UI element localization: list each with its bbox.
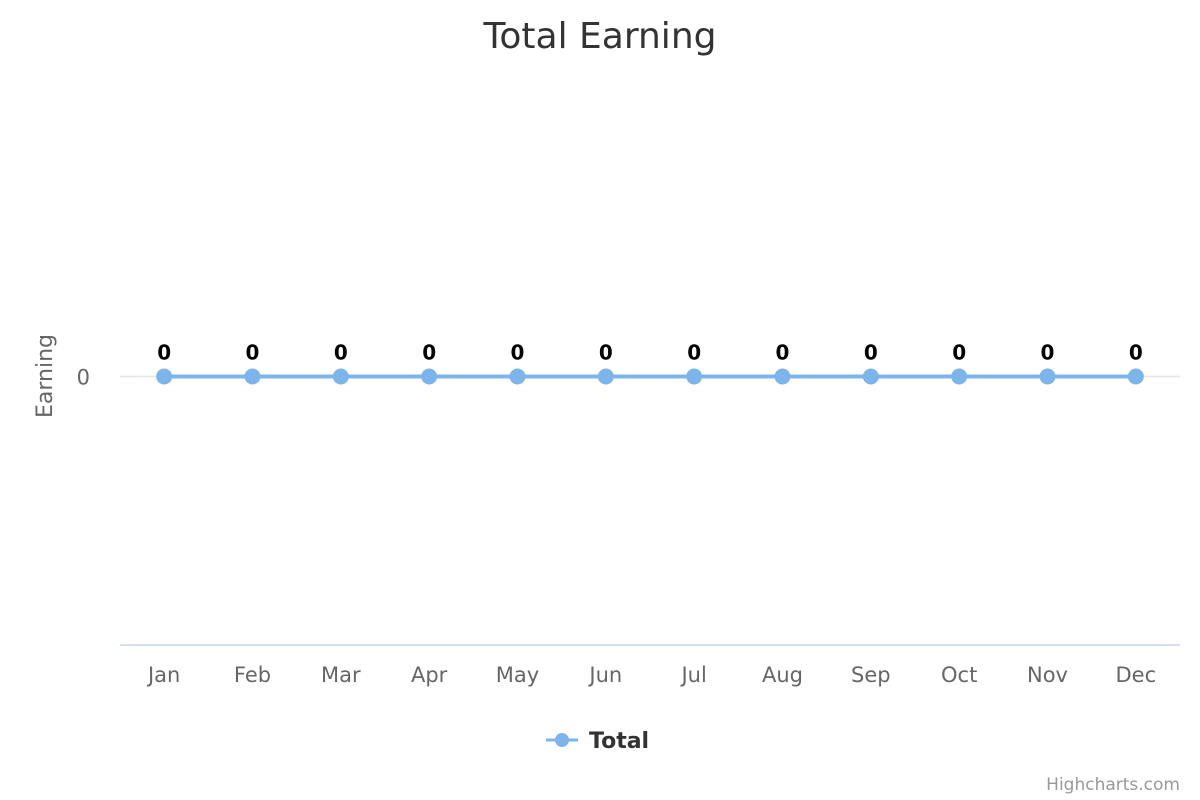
x-tick-label: Jul — [679, 663, 706, 687]
x-tick-label: Nov — [1027, 663, 1068, 687]
data-label: 0 — [422, 341, 436, 365]
data-point[interactable] — [1127, 368, 1144, 385]
chart-title: Total Earning — [483, 16, 717, 57]
y-axis-ticks: 0 — [77, 366, 90, 390]
x-tick-label: Aug — [762, 663, 803, 687]
data-labels: 0 0 0 0 0 0 0 0 0 0 0 0 — [155, 339, 1145, 367]
legend-label[interactable]: Total — [589, 729, 649, 754]
x-tick-label: Jun — [587, 663, 622, 687]
data-label: 0 — [776, 341, 790, 365]
x-tick-label: Apr — [411, 663, 448, 687]
data-point[interactable] — [862, 368, 879, 385]
y-tick-label: 0 — [77, 366, 90, 390]
data-point[interactable] — [509, 368, 526, 385]
series-total — [156, 368, 1144, 385]
data-point[interactable] — [597, 368, 614, 385]
data-point[interactable] — [244, 368, 261, 385]
data-label: 0 — [599, 341, 613, 365]
data-point[interactable] — [686, 368, 703, 385]
data-label: 0 — [511, 341, 525, 365]
data-label: 0 — [157, 341, 171, 365]
x-tick-label: Feb — [234, 663, 271, 687]
x-tick-label: Mar — [321, 663, 361, 687]
data-label: 0 — [952, 341, 966, 365]
data-point[interactable] — [951, 368, 968, 385]
credits-link[interactable]: Highcharts.com — [1046, 775, 1180, 795]
data-label: 0 — [334, 341, 348, 365]
data-point[interactable] — [332, 368, 349, 385]
data-point[interactable] — [774, 368, 791, 385]
data-point[interactable] — [421, 368, 438, 385]
data-label: 0 — [1041, 341, 1055, 365]
legend-item-total[interactable]: Total — [546, 729, 649, 754]
data-label: 0 — [864, 341, 878, 365]
legend-symbol-marker — [555, 733, 569, 747]
x-tick-label: Dec — [1116, 663, 1157, 687]
data-label: 0 — [246, 341, 260, 365]
legend: Total — [546, 729, 649, 754]
data-label: 0 — [687, 341, 701, 365]
x-tick-label: May — [496, 663, 539, 687]
data-label: 0 — [1129, 341, 1143, 365]
x-tick-label: Oct — [941, 663, 977, 687]
x-tick-label: Sep — [851, 663, 891, 687]
x-tick-label: Jan — [146, 663, 180, 687]
y-axis-title: Earning — [33, 334, 58, 418]
data-point[interactable] — [1039, 368, 1056, 385]
data-point[interactable] — [156, 368, 173, 385]
x-axis-ticks: Jan Feb Mar Apr May Jun Jul Aug Sep Oct Nov Dec — [146, 663, 1156, 687]
